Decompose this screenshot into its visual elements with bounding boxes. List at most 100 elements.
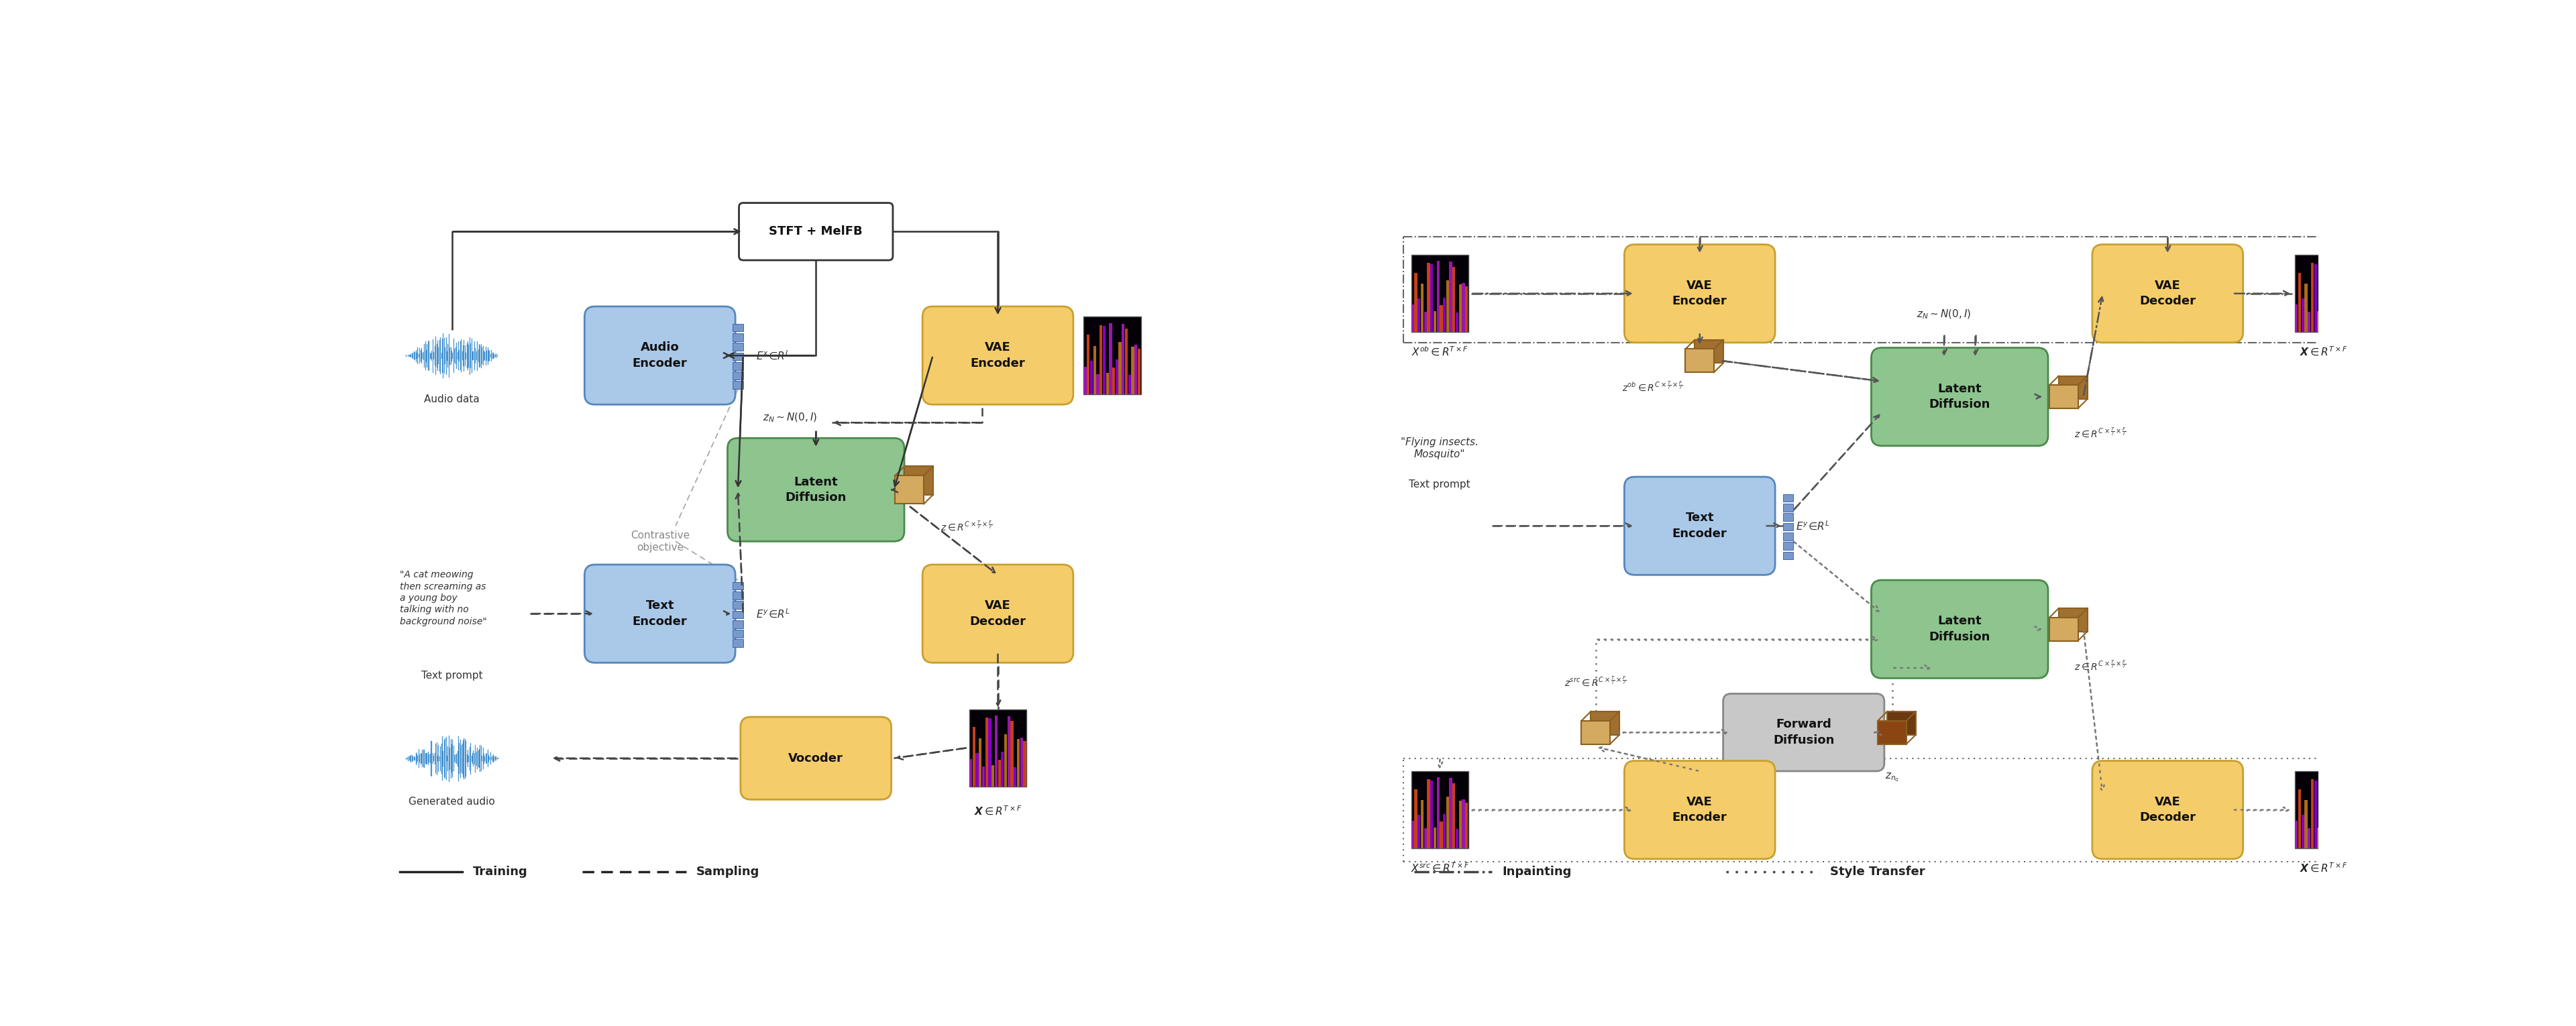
Text: Forward
Diffusion: Forward Diffusion xyxy=(1772,718,1834,746)
Bar xyxy=(1023,741,1025,787)
Bar xyxy=(2295,305,2298,332)
Bar xyxy=(2334,778,2336,849)
Bar xyxy=(1783,532,1793,541)
Bar xyxy=(1105,373,1108,394)
Bar xyxy=(1113,367,1115,394)
FancyBboxPatch shape xyxy=(585,564,734,663)
Bar xyxy=(2298,273,2300,332)
Bar xyxy=(1453,267,1455,332)
Text: VAE
Decoder: VAE Decoder xyxy=(2141,279,2195,308)
Bar xyxy=(2318,827,2321,849)
Bar xyxy=(732,601,742,608)
Bar xyxy=(2311,780,2313,849)
Bar xyxy=(981,766,984,787)
Bar xyxy=(2334,262,2336,332)
Bar xyxy=(1118,342,1121,394)
Bar xyxy=(1437,261,1440,332)
Text: $z_N{\sim}N(0,I)$: $z_N{\sim}N(0,I)$ xyxy=(1917,308,1971,320)
Bar xyxy=(732,591,742,599)
Bar xyxy=(732,620,742,628)
Text: Latent
Diffusion: Latent Diffusion xyxy=(786,476,848,504)
Bar xyxy=(1445,280,1448,332)
FancyBboxPatch shape xyxy=(585,307,734,404)
Bar xyxy=(2308,312,2311,332)
Bar xyxy=(1445,796,1448,849)
Text: $z_N{\sim}N(0,I)$: $z_N{\sim}N(0,I)$ xyxy=(762,411,817,424)
Text: Sampling: Sampling xyxy=(696,866,760,878)
Bar xyxy=(1427,780,1430,849)
Text: Audio data: Audio data xyxy=(425,394,479,404)
Text: VAE
Decoder: VAE Decoder xyxy=(2141,796,2195,824)
Bar xyxy=(1455,829,1458,849)
Bar xyxy=(1412,772,1468,849)
Bar xyxy=(1783,523,1793,530)
FancyBboxPatch shape xyxy=(1723,694,1883,772)
Bar xyxy=(1458,284,1461,332)
Bar xyxy=(2050,618,2079,641)
Bar xyxy=(1430,781,1432,849)
Text: Text
Encoder: Text Encoder xyxy=(634,600,688,628)
Bar xyxy=(1005,735,1007,787)
Bar xyxy=(1126,328,1128,394)
Bar xyxy=(1133,345,1139,394)
Text: $\boldsymbol{X}\in R^{T\times F}$: $\boldsymbol{X}\in R^{T\times F}$ xyxy=(974,804,1023,817)
Text: VAE
Encoder: VAE Encoder xyxy=(971,342,1025,369)
Text: STFT + MelFB: STFT + MelFB xyxy=(770,226,863,238)
Text: Training: Training xyxy=(474,866,528,878)
Bar xyxy=(2313,264,2316,332)
Bar xyxy=(2300,815,2303,849)
Bar xyxy=(2306,800,2308,849)
Bar xyxy=(1110,323,1113,394)
Bar xyxy=(1878,721,1906,744)
Bar xyxy=(1425,828,1427,849)
Bar xyxy=(2324,306,2326,332)
Bar xyxy=(1422,284,1425,332)
Bar xyxy=(1007,716,1010,787)
Bar xyxy=(1121,323,1126,394)
Bar xyxy=(1417,299,1419,332)
Text: $z\in R^{C\times\frac{T}{r}\times\frac{F}{r}}$: $z\in R^{C\times\frac{T}{r}\times\frac{F… xyxy=(940,519,992,532)
Text: Latent
Diffusion: Latent Diffusion xyxy=(1929,616,1991,643)
FancyBboxPatch shape xyxy=(739,203,894,261)
Bar xyxy=(1582,721,1610,744)
Bar xyxy=(1018,739,1020,787)
Bar xyxy=(994,715,997,787)
Bar xyxy=(1443,298,1445,332)
Text: $X^{ob}\in R^{T\times F}$: $X^{ob}\in R^{T\times F}$ xyxy=(1412,345,1468,357)
Bar xyxy=(2336,267,2339,332)
Text: VAE
Encoder: VAE Encoder xyxy=(1672,279,1726,308)
Text: $z^{ob}\in R^{C\times\frac{T}{r}\times\frac{F}{r}}$: $z^{ob}\in R^{C\times\frac{T}{r}\times\f… xyxy=(1623,381,1682,393)
Bar xyxy=(1783,513,1793,521)
Bar xyxy=(2321,261,2324,332)
Bar xyxy=(1414,273,1417,332)
Bar xyxy=(2329,796,2334,849)
Bar xyxy=(1103,326,1105,394)
Bar xyxy=(1450,262,1453,332)
Bar xyxy=(732,343,742,351)
FancyBboxPatch shape xyxy=(922,564,1074,663)
Bar xyxy=(2324,822,2326,849)
FancyBboxPatch shape xyxy=(726,438,904,542)
Text: $\boldsymbol{X}\in R^{T\times F}$: $\boldsymbol{X}\in R^{T\times F}$ xyxy=(2300,862,2347,873)
Bar xyxy=(1131,347,1133,394)
Bar xyxy=(1432,827,1437,849)
Bar xyxy=(1466,803,1468,849)
Bar xyxy=(1783,542,1793,550)
Bar xyxy=(1084,317,1141,394)
Bar xyxy=(1783,504,1793,512)
Bar xyxy=(2347,283,2349,332)
Bar xyxy=(1425,312,1427,332)
Text: VAE
Encoder: VAE Encoder xyxy=(1672,796,1726,824)
Bar xyxy=(1888,711,1917,735)
Text: $z_{n_0}$: $z_{n_0}$ xyxy=(1886,772,1899,783)
Bar xyxy=(2306,284,2308,332)
Bar xyxy=(1695,340,1723,363)
Text: Text prompt: Text prompt xyxy=(422,670,482,680)
Bar xyxy=(1417,815,1419,849)
Bar xyxy=(989,718,992,787)
Bar xyxy=(2300,299,2303,332)
Bar xyxy=(2058,608,2087,631)
Bar xyxy=(732,333,742,341)
Text: $E^y\!\in\! R^L$: $E^y\!\in\! R^L$ xyxy=(1795,520,1829,531)
Bar xyxy=(732,371,742,380)
